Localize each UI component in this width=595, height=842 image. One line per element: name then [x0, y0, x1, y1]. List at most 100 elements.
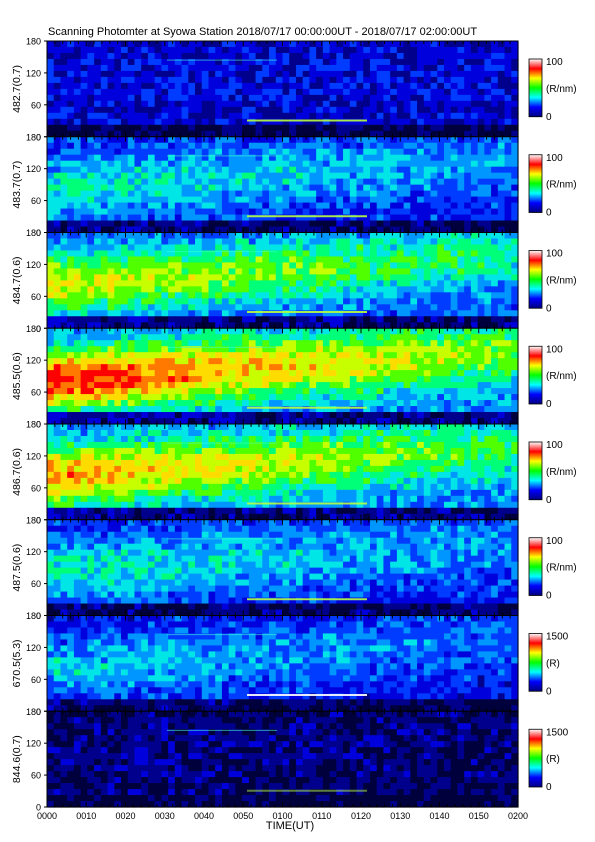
- colorbar-unit: (R/nm): [546, 84, 577, 95]
- x-tick-label: 0050: [233, 811, 253, 821]
- y-tick-label: 180: [26, 324, 41, 334]
- colorbar-5: [528, 537, 543, 596]
- panel-label: 482.7(0.7): [11, 65, 23, 113]
- x-tick-label: 0030: [155, 811, 175, 821]
- colorbar-unit: (R/nm): [546, 563, 577, 574]
- y-tick-label: 0: [36, 420, 41, 430]
- panel-6: 0 60 120 180 670.5(5.3) 1500 0 (R): [11, 611, 569, 717]
- x-tick-label: 0010: [76, 811, 96, 821]
- colorbar-3: [528, 345, 543, 405]
- y-tick-label: 60: [31, 100, 41, 110]
- colorbar-min: 0: [546, 686, 552, 697]
- heatmap-5: [47, 519, 519, 617]
- y-tick-label: 0: [36, 324, 41, 334]
- y-tick-label: 120: [26, 547, 41, 557]
- panel-1: 0 60 120 180 483.7(0.7) 100 0 (R/nm): [11, 132, 577, 238]
- colorbar-min: 0: [546, 112, 552, 123]
- y-tick-label: 120: [26, 356, 41, 366]
- colorbar-unit: (R/nm): [546, 467, 577, 478]
- panel-label: 483.7(0.7): [11, 161, 23, 209]
- colorbar-max: 100: [546, 249, 563, 260]
- y-tick-label: 120: [26, 164, 41, 174]
- y-tick-label: 120: [26, 739, 41, 749]
- y-tick-label: 0: [36, 132, 41, 142]
- y-tick-label: 120: [26, 451, 41, 461]
- heatmap-7: [47, 711, 519, 808]
- y-tick-label: 60: [31, 771, 41, 781]
- x-tick-label: 0130: [390, 811, 410, 821]
- colorbar-min: 0: [546, 591, 552, 602]
- colorbar-unit: (R/nm): [546, 180, 577, 191]
- y-tick-label: 0: [36, 707, 41, 717]
- x-tick-label: 0000: [37, 811, 57, 821]
- y-tick-label: 60: [31, 196, 41, 206]
- panel-7: 0 60 120 180 844.6(0.7) 1500 0 (R): [11, 707, 569, 813]
- colorbar-6: [528, 633, 543, 692]
- colorbar-unit: (R/nm): [546, 275, 577, 286]
- y-tick-label: 120: [26, 643, 41, 653]
- colorbar-max: 100: [546, 153, 563, 164]
- colorbar-max: 100: [546, 440, 563, 451]
- heatmap-2: [47, 232, 519, 329]
- heatmap-3: [47, 328, 519, 425]
- colorbar-0: [528, 58, 543, 118]
- x-tick-label: 0150: [469, 811, 489, 821]
- colorbar-max: 100: [546, 536, 563, 547]
- colorbar-7: [528, 728, 543, 788]
- y-tick-label: 60: [31, 292, 41, 302]
- x-tick-label: 0200: [508, 811, 528, 821]
- x-tick-label: 0020: [115, 811, 135, 821]
- y-tick-label: 120: [26, 260, 41, 270]
- y-tick-label: 180: [26, 707, 41, 717]
- colorbar-min: 0: [546, 495, 552, 506]
- colorbar-min: 0: [546, 208, 552, 219]
- panel-label: 487.5(0.6): [11, 544, 23, 592]
- heatmap-1: [47, 136, 519, 234]
- y-tick-label: 180: [26, 611, 41, 621]
- x-tick-label: 0110: [312, 811, 331, 821]
- y-tick-label: 60: [31, 483, 41, 493]
- colorbar-min: 0: [546, 399, 552, 410]
- y-tick-label: 0: [36, 611, 41, 621]
- y-tick-label: 0: [36, 803, 41, 813]
- y-tick-label: 120: [26, 68, 41, 78]
- colorbar-2: [528, 250, 543, 309]
- y-tick-label: 180: [26, 515, 41, 525]
- colorbar-unit: (R/nm): [546, 371, 577, 382]
- y-tick-label: 180: [26, 37, 41, 47]
- chart-title: Scanning Photomter at Syowa Station 2018…: [48, 26, 478, 38]
- x-tick-label: 0040: [194, 811, 214, 821]
- colorbar-max: 100: [546, 344, 563, 355]
- panel-5: 0 60 120 180 487.5(0.6) 100 0 (R/nm): [11, 515, 577, 621]
- panel-4: 0 60 120 180 486.7(0.6) 100 0 (R/nm): [11, 420, 577, 526]
- x-axis-label: TIME(UT): [265, 820, 315, 832]
- y-tick-label: 60: [31, 675, 41, 685]
- colorbar-max: 1500: [546, 727, 569, 738]
- y-tick-label: 180: [26, 132, 41, 142]
- panel-label: 844.6(0.7): [11, 735, 23, 783]
- heatmap-0: [47, 41, 519, 138]
- y-tick-label: 60: [31, 579, 41, 589]
- y-tick-label: 180: [26, 420, 41, 430]
- x-tick-label: 0100: [272, 811, 292, 821]
- colorbar-unit: (R): [546, 658, 560, 669]
- x-tick-label: 0120: [351, 811, 371, 821]
- colorbar-max: 100: [546, 57, 563, 68]
- y-tick-label: 180: [26, 228, 41, 238]
- heatmap-6: [47, 615, 519, 712]
- panel-0: 0 60 120 180 482.7(0.7) 100 0 (R/nm): [11, 37, 577, 143]
- colorbar-1: [528, 154, 543, 213]
- y-tick-label: 0: [36, 515, 41, 525]
- colorbar-unit: (R): [546, 754, 560, 765]
- panel-label: 670.5(5.3): [11, 639, 23, 687]
- panel-label: 485.5(0.6): [11, 352, 23, 400]
- panel-label: 484.7(0.6): [11, 256, 23, 304]
- colorbar-min: 0: [546, 782, 552, 793]
- y-tick-label: 60: [31, 388, 41, 398]
- panel-3: 0 60 120 180 485.5(0.6) 100 0 (R/nm): [11, 324, 577, 430]
- y-tick-label: 0: [36, 228, 41, 238]
- colorbar-4: [528, 441, 543, 501]
- heatmap-4: [47, 424, 519, 521]
- colorbar-min: 0: [546, 303, 552, 314]
